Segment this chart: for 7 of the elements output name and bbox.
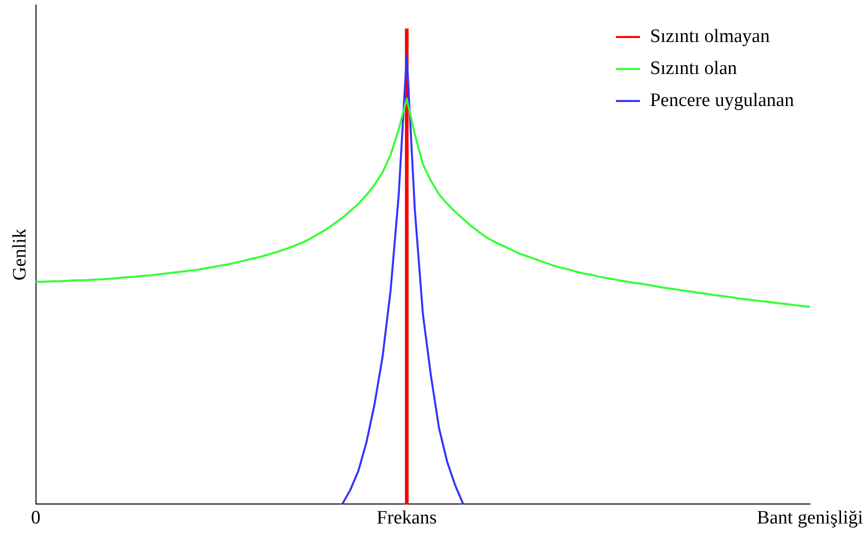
legend-label: Sızıntı olmayan [650,26,770,47]
y-axis-title: Genlik [9,228,30,280]
legend-label: Sızıntı olan [650,58,738,79]
x-tick-label: Bant genişliği [756,508,863,529]
x-tick-label: 0 [31,508,41,529]
x-tick-label: Frekans [376,508,437,529]
legend-label: Pencere uygulanan [650,90,794,111]
